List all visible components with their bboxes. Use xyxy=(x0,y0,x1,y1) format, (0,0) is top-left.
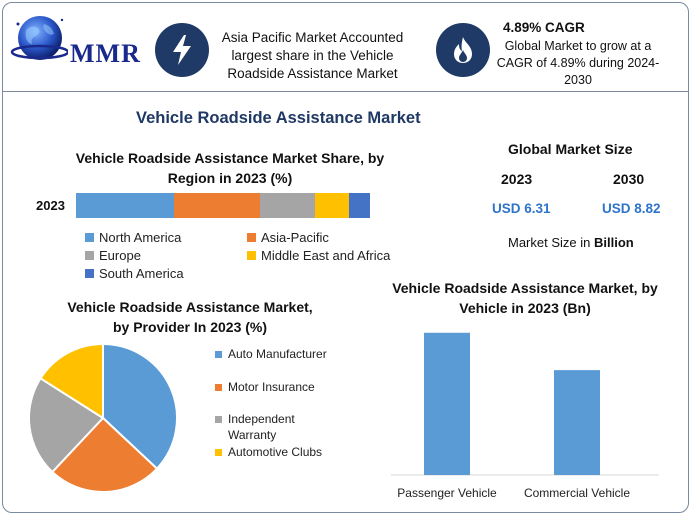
legend-label-line: Automotive Clubs xyxy=(228,445,323,459)
legend-label: Europe xyxy=(99,248,141,263)
chart-title-line: Vehicle Roadside Assistance Market, by xyxy=(392,280,658,296)
header-divider xyxy=(2,91,689,92)
chart-title-line: Vehicle Roadside Assistance Market, xyxy=(67,299,313,315)
year-2023: 2023 xyxy=(501,171,533,187)
pie-slice-automotive-clubs xyxy=(39,342,104,420)
lightning-bolt-icon xyxy=(155,23,209,77)
legend-swatch xyxy=(215,384,222,391)
highlight-line: Roadside Assistance Market xyxy=(227,66,398,81)
bar-segment-middle-east-and-africa xyxy=(314,193,349,218)
bar-segment-south-america xyxy=(348,193,370,218)
main-title: Vehicle Roadside Assistance Market xyxy=(136,109,421,127)
legend-label-line: Independent xyxy=(228,412,295,426)
chart-title-line: Region in 2023 (%) xyxy=(167,170,293,186)
pie-slice-independent-warranty xyxy=(28,376,105,474)
legend-label: Middle East and Africa xyxy=(261,248,391,263)
cagr-line: Global Market to grow at a xyxy=(504,39,652,53)
legend-item: Motor Insurance xyxy=(215,379,315,395)
legend-swatch xyxy=(85,251,94,260)
legend-swatch xyxy=(247,251,256,260)
mmr-logo: MMR xyxy=(10,12,140,68)
cagr-line: 2030 xyxy=(564,73,592,87)
legend-label-line: Motor Insurance xyxy=(228,380,315,394)
flame-icon xyxy=(436,23,490,77)
unit-note-unit: Billion xyxy=(593,235,634,250)
highlight-line: largest share in the Vehicle xyxy=(231,48,394,63)
provider-pie-chart xyxy=(28,342,178,493)
market-value-2023: USD 6.31 xyxy=(492,201,551,216)
logo-text: MMR xyxy=(70,39,141,68)
legend-label: Automotive Clubs xyxy=(228,444,322,460)
cagr-title: 4.89% CAGR xyxy=(503,20,585,35)
x-tick-label: Passenger Vehicle xyxy=(397,486,497,500)
legend-label-line: Warranty xyxy=(228,428,277,442)
bar-segment-north-america xyxy=(76,193,174,218)
chart-title-line: by Provider In 2023 (%) xyxy=(112,319,268,335)
legend-label: Independent Warranty xyxy=(228,411,295,443)
vehicle-chart-title: Vehicle Roadside Assistance Market, by V… xyxy=(385,278,665,318)
legend-item: Independent Warranty xyxy=(215,411,295,443)
legend-label: North America xyxy=(99,230,182,245)
legend-swatch xyxy=(215,351,222,358)
region-chart-title: Vehicle Roadside Assistance Market Share… xyxy=(62,148,398,188)
legend-item: Auto Manufacturer xyxy=(215,346,327,362)
pie-slice-motor-insurance xyxy=(50,416,159,493)
x-tick-label: Commercial Vehicle xyxy=(524,486,630,500)
legend-swatch xyxy=(215,449,222,456)
vehicle-bar-chart: Passenger Vehicle Commercial Vehicle xyxy=(391,332,659,500)
legend-swatch xyxy=(215,416,222,423)
legend-item: Europe xyxy=(85,248,141,263)
cagr-text: Global Market to grow at a CAGR of 4.89%… xyxy=(493,38,663,89)
global-market-size-title: Global Market Size xyxy=(508,141,633,157)
legend-swatch xyxy=(247,233,256,242)
legend-label: Motor Insurance xyxy=(228,379,315,395)
pie-slice-auto-manufacturer xyxy=(102,342,178,471)
legend-label: Asia-Pacific xyxy=(261,230,329,245)
highlight-line: Asia Pacific Market Accounted xyxy=(221,30,404,45)
bar-commercial-vehicle xyxy=(554,370,600,475)
legend-label: South America xyxy=(99,266,184,281)
legend-item: Automotive Clubs xyxy=(215,444,322,460)
highlight-text: Asia Pacific Market Accounted largest sh… xyxy=(215,29,410,83)
legend-item: Middle East and Africa xyxy=(247,248,390,263)
legend-item: South America xyxy=(85,266,184,281)
provider-chart-title: Vehicle Roadside Assistance Market, by P… xyxy=(40,297,340,337)
legend-item: Asia-Pacific xyxy=(247,230,329,245)
legend-label: Auto Manufacturer xyxy=(228,346,327,362)
legend-swatch xyxy=(85,233,94,242)
market-size-unit-note: Market Size in Billion xyxy=(508,235,634,250)
chart-title-line: Vehicle in 2023 (Bn) xyxy=(459,300,591,316)
bar-segment-asia-pacific xyxy=(174,193,260,218)
chart-title-line: Vehicle Roadside Assistance Market Share… xyxy=(75,150,385,166)
legend-item: North America xyxy=(85,230,181,245)
legend-label-line: Auto Manufacturer xyxy=(228,347,327,361)
market-value-2030: USD 8.82 xyxy=(602,201,661,216)
stacked-bar xyxy=(76,193,370,218)
bar-category-label: 2023 xyxy=(36,198,65,213)
bar-passenger-vehicle xyxy=(424,332,470,475)
cagr-line: CAGR of 4.89% during 2024- xyxy=(496,56,660,70)
bar-segment-europe xyxy=(259,193,315,218)
year-2030: 2030 xyxy=(613,171,645,187)
unit-note-prefix: Market Size in xyxy=(508,235,594,250)
globe-icon xyxy=(10,16,70,60)
legend-swatch xyxy=(85,269,94,278)
